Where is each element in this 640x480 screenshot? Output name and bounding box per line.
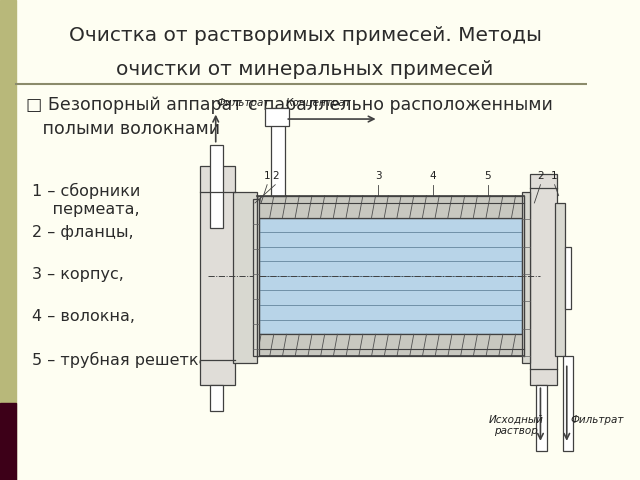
Text: 3: 3 bbox=[375, 171, 382, 181]
Text: Фильтрат: Фильтрат bbox=[216, 98, 270, 108]
Bar bbox=[563, 356, 573, 451]
Bar bbox=[253, 199, 259, 356]
Bar bbox=[271, 108, 285, 196]
Text: 1: 1 bbox=[264, 171, 271, 181]
Text: 2: 2 bbox=[537, 171, 544, 181]
Text: 2 – фланцы,: 2 – фланцы, bbox=[32, 225, 134, 240]
Text: 5: 5 bbox=[484, 171, 491, 181]
Bar bbox=[257, 196, 524, 217]
Bar bbox=[555, 203, 564, 356]
Text: Исходный
раствор: Исходный раствор bbox=[489, 415, 543, 436]
Bar bbox=[211, 385, 223, 411]
Text: 5 – трубная решетка: 5 – трубная решетка bbox=[32, 351, 209, 368]
Text: очистки от минеральных примесей: очистки от минеральных примесей bbox=[116, 60, 494, 79]
Bar bbox=[536, 385, 547, 451]
Text: □ Безопорный аппарат с параллельно расположенными
   полыми волокнами: □ Безопорный аппарат с параллельно распо… bbox=[26, 96, 554, 138]
Bar bbox=[257, 334, 524, 356]
Bar bbox=[265, 108, 289, 126]
Bar bbox=[522, 192, 531, 363]
Bar bbox=[211, 144, 223, 228]
Text: Концентрат: Концентрат bbox=[285, 98, 351, 108]
Bar bbox=[233, 192, 257, 363]
Text: 1 – сборники
    пермеата,: 1 – сборники пермеата, bbox=[32, 182, 141, 217]
Text: 1: 1 bbox=[551, 171, 558, 181]
Text: 4: 4 bbox=[430, 171, 436, 181]
Bar bbox=[0, 0, 17, 480]
Bar bbox=[564, 247, 571, 309]
Text: Очистка от растворимых примесей. Методы: Очистка от растворимых примесей. Методы bbox=[68, 26, 541, 46]
Bar bbox=[0, 403, 17, 480]
Bar bbox=[259, 217, 522, 334]
Bar bbox=[200, 167, 235, 385]
Text: Фильтрат: Фильтрат bbox=[571, 415, 624, 424]
Bar bbox=[531, 174, 557, 385]
Text: 4 – волокна,: 4 – волокна, bbox=[32, 309, 135, 324]
Text: 3 – корпус,: 3 – корпус, bbox=[32, 267, 124, 282]
Text: 2: 2 bbox=[272, 171, 278, 181]
